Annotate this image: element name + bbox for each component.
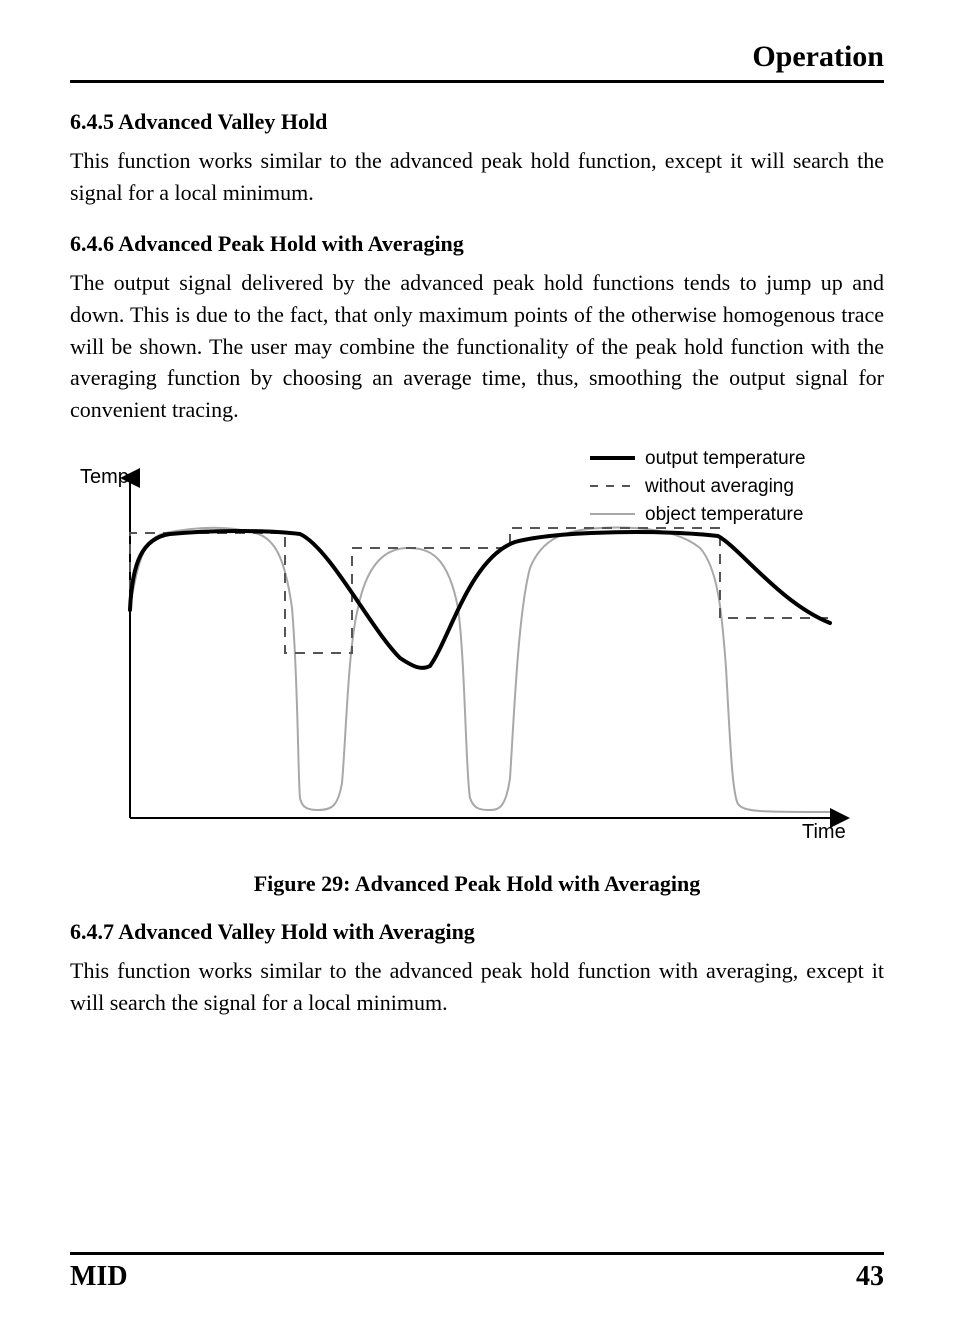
svg-text:Time: Time [802,821,846,843]
section-para-645: This function works similar to the advan… [70,145,884,209]
section-heading-645: 6.4.5 Advanced Valley Hold [70,109,884,135]
header-title: Operation [752,40,884,73]
footer-left: MID [70,1261,128,1293]
figure-caption: Figure 29: Advanced Peak Hold with Avera… [70,871,884,897]
figure-29-chart: Temp Time output temperature without averag… [70,438,884,863]
svg-text:object temperature: object temperature [645,504,803,525]
section-para-647: This function works similar to the advan… [70,955,884,1019]
chart-svg: Temp Time output temperature without averag… [70,438,860,858]
page-footer: MID 43 [70,1252,884,1293]
svg-text:without averaging: without averaging [644,476,794,497]
page-header: Operation [70,40,884,83]
footer-right: 43 [856,1261,884,1293]
svg-text:Temp: Temp [80,466,129,488]
svg-text:output temperature: output temperature [645,448,806,469]
section-para-646: The output signal delivered by the advan… [70,267,884,426]
section-heading-647: 6.4.7 Advanced Valley Hold with Averagin… [70,919,884,945]
section-heading-646: 6.4.6 Advanced Peak Hold with Averaging [70,231,884,257]
